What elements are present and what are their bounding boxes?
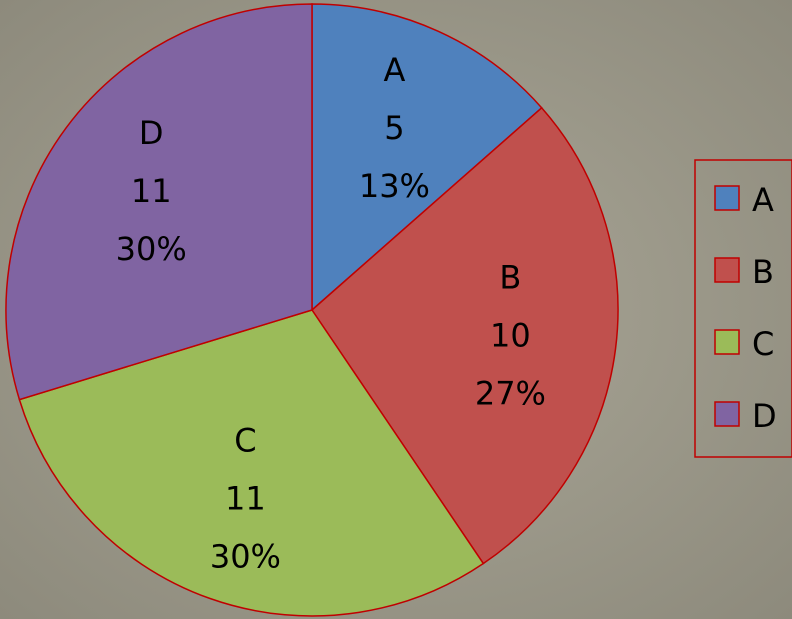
pie-slice-a: [311, 3, 543, 312]
slice-percent-label-a: 13%: [359, 167, 430, 205]
legend-label-a: A: [752, 181, 774, 219]
slice-value-label-c: 11: [225, 480, 266, 518]
pie-slice-d: [5, 3, 313, 401]
pie-slices: [5, 3, 619, 617]
legend-swatch-c: [714, 329, 740, 355]
legend-swatch-d: [714, 401, 740, 427]
slice-percent-label-b: 27%: [475, 374, 546, 412]
pie-slice-b: [311, 106, 619, 565]
slice-category-label-d: D: [139, 114, 164, 152]
slice-category-label-b: B: [499, 258, 521, 296]
legend-label-d: D: [752, 397, 777, 435]
legend-swatch-b: [714, 257, 740, 283]
slice-labels: A 5 13% B 10 27% C 11 30% D 11 30%: [116, 51, 546, 576]
slice-value-label-d: 11: [131, 172, 172, 210]
slice-category-label-a: A: [383, 51, 405, 89]
slice-percent-label-c: 30%: [210, 538, 281, 576]
pie-slice-c: [18, 309, 485, 617]
legend-box: [694, 159, 792, 458]
slice-value-label-b: 10: [490, 316, 531, 354]
slice-category-label-c: C: [234, 422, 256, 460]
legend-label-b: B: [752, 253, 774, 291]
slice-percent-label-d: 30%: [116, 230, 187, 268]
legend-swatch-a: [714, 185, 740, 211]
legend-label-c: C: [752, 325, 774, 363]
slice-value-label-a: 5: [384, 109, 404, 147]
